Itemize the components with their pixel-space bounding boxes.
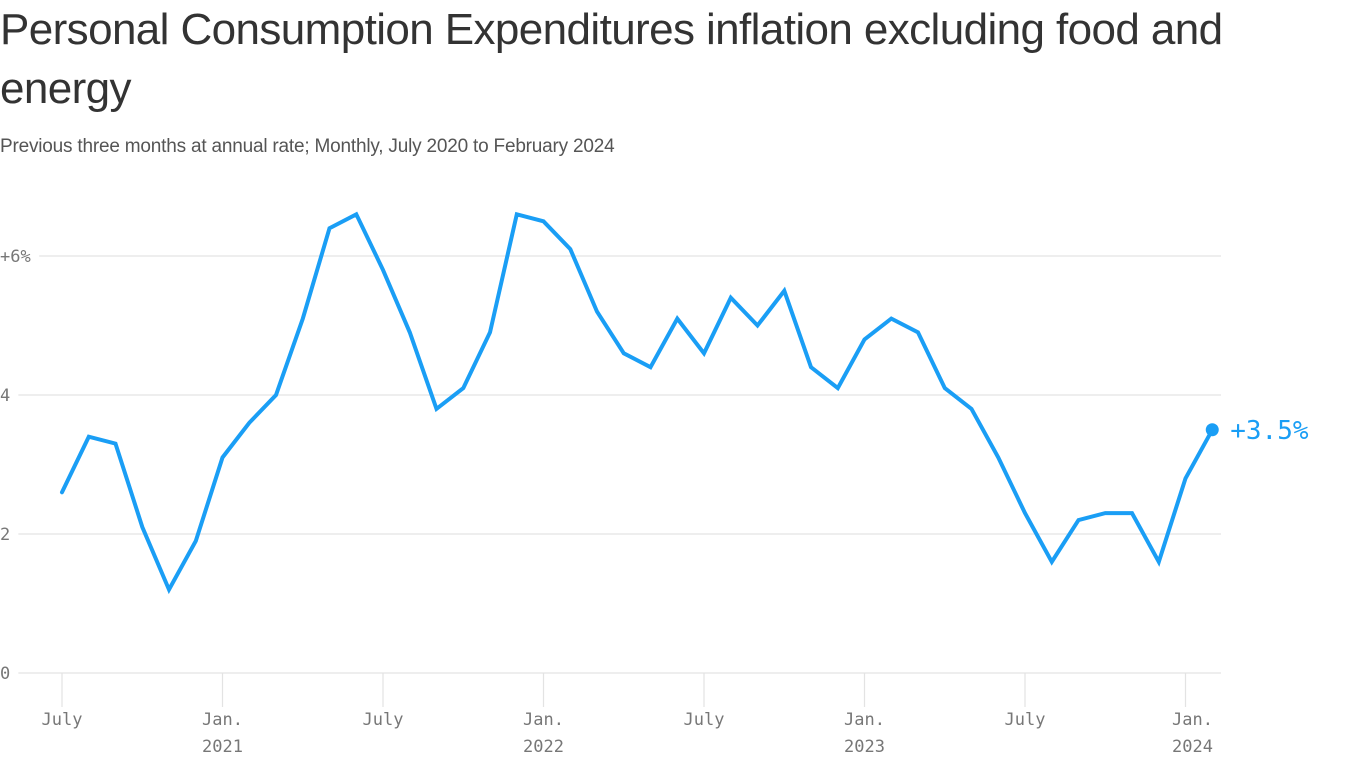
data-point-2022-11 bbox=[809, 365, 813, 369]
data-point-2021-08 bbox=[408, 330, 412, 334]
y-tick-label: +6% bbox=[0, 247, 31, 267]
data-point-2023-05 bbox=[970, 407, 974, 411]
data-point-2022-08 bbox=[729, 296, 733, 300]
data-point-2022-09 bbox=[756, 324, 760, 328]
data-point-2021-11 bbox=[488, 330, 492, 334]
data-point-2023-08 bbox=[1050, 560, 1054, 564]
data-point-2021-10 bbox=[461, 386, 465, 390]
x-axis: July Jan. 2021 July Jan. 2022 July Jan. 2023 July… bbox=[42, 673, 1213, 757]
data-point-2020-10 bbox=[140, 525, 144, 529]
data-point-2024-01 bbox=[1184, 476, 1188, 480]
data-point-2022-02 bbox=[568, 247, 572, 251]
annotations: +3.5% bbox=[1205, 416, 1309, 446]
data-point-2022-10 bbox=[782, 289, 786, 293]
data-point-2023-10 bbox=[1103, 511, 1107, 515]
data-point-2022-05 bbox=[649, 365, 653, 369]
data-point-2022-06 bbox=[675, 317, 679, 321]
data-point-2023-11 bbox=[1130, 511, 1134, 515]
data-point-2021-09 bbox=[435, 407, 439, 411]
x-tick-year-label: 2022 bbox=[523, 737, 564, 757]
x-tick-year-label: 2021 bbox=[202, 737, 243, 757]
data-point-2020-12 bbox=[194, 539, 198, 543]
data-point-2023-06 bbox=[996, 456, 1000, 460]
data-point-2021-05 bbox=[328, 226, 332, 230]
last-point-marker bbox=[1205, 423, 1219, 437]
data-point-2021-01 bbox=[221, 456, 225, 460]
data-point-2023-01 bbox=[863, 337, 867, 341]
data-point-2020-09 bbox=[114, 442, 118, 446]
x-tick-label: Jan. bbox=[1172, 710, 1213, 730]
data-point-2023-04 bbox=[943, 386, 947, 390]
data-point-2023-03 bbox=[916, 330, 920, 334]
data-point-2022-01 bbox=[542, 219, 546, 223]
data-point-2023-12 bbox=[1157, 560, 1161, 564]
y-tick-label: 4 bbox=[0, 386, 10, 406]
data-point-2021-03 bbox=[274, 393, 278, 397]
data-point-2021-07 bbox=[381, 268, 385, 272]
data-point-2022-04 bbox=[622, 351, 626, 355]
y-tick-label: 0 bbox=[0, 664, 10, 684]
data-point-2020-11 bbox=[167, 588, 171, 592]
data-point-2021-04 bbox=[301, 317, 305, 321]
data-point-2020-08 bbox=[87, 435, 91, 439]
data-point-2021-02 bbox=[247, 421, 251, 425]
x-tick-label: July bbox=[684, 710, 725, 730]
y-tick-label: 2 bbox=[0, 525, 10, 545]
chart-title: Personal Consumption Expenditures inflat… bbox=[0, 5, 1223, 113]
data-point-2023-07 bbox=[1023, 511, 1027, 515]
y-axis: 0 2 4 +6% bbox=[0, 247, 31, 684]
x-tick-label: Jan. bbox=[202, 710, 243, 730]
x-tick-year-label: 2024 bbox=[1172, 737, 1213, 757]
data-point-2023-02 bbox=[889, 317, 893, 321]
last-value-label: +3.5% bbox=[1230, 416, 1309, 446]
data-point-2023-09 bbox=[1077, 518, 1081, 522]
x-tick-label: Jan. bbox=[844, 710, 885, 730]
data-point-2022-07 bbox=[702, 351, 706, 355]
data-point-2020-07 bbox=[60, 490, 64, 494]
data-point-2022-03 bbox=[595, 310, 599, 314]
series bbox=[60, 211, 1215, 595]
chart-subtitle: Previous three months at annual rate; Mo… bbox=[0, 136, 615, 157]
series-line bbox=[60, 211, 1215, 595]
x-tick-label: Jan. bbox=[523, 710, 564, 730]
data-point-2021-06 bbox=[354, 212, 358, 216]
x-tick-label: July bbox=[363, 710, 404, 730]
x-tick-label: July bbox=[42, 710, 83, 730]
x-tick-year-label: 2023 bbox=[844, 737, 885, 757]
x-tick-label: July bbox=[1005, 710, 1046, 730]
data-point-2021-12 bbox=[515, 212, 519, 216]
data-point-2022-12 bbox=[836, 386, 840, 390]
gridlines bbox=[18, 255, 1221, 674]
